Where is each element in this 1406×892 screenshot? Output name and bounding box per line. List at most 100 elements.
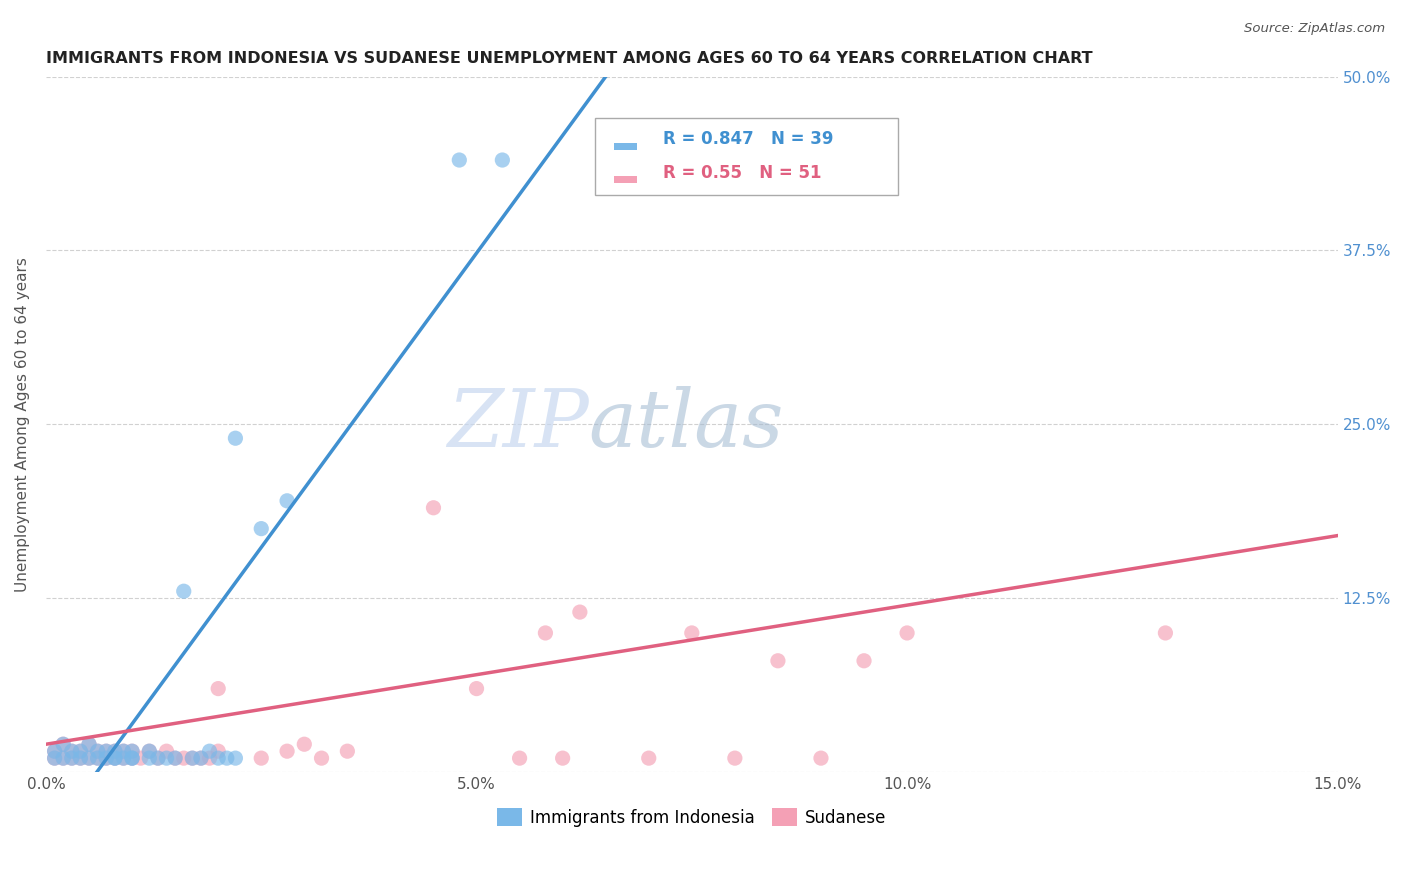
- Point: [138, 744, 160, 758]
- Point: [155, 744, 177, 758]
- Point: [422, 500, 444, 515]
- Point: [190, 751, 212, 765]
- Point: [198, 744, 221, 758]
- Point: [224, 431, 246, 445]
- Point: [449, 153, 471, 167]
- Point: [276, 744, 298, 758]
- Point: [52, 751, 75, 765]
- Point: [96, 751, 118, 765]
- Point: [121, 744, 143, 758]
- Point: [52, 751, 75, 765]
- Point: [96, 744, 118, 758]
- Point: [112, 751, 135, 765]
- Point: [44, 751, 66, 765]
- Point: [173, 751, 195, 765]
- Point: [181, 751, 204, 765]
- Point: [276, 493, 298, 508]
- Point: [86, 751, 108, 765]
- Point: [69, 751, 91, 765]
- Point: [637, 751, 659, 765]
- Point: [215, 751, 238, 765]
- Point: [44, 751, 66, 765]
- Point: [112, 744, 135, 758]
- Point: [853, 654, 876, 668]
- Point: [86, 744, 108, 758]
- Point: [52, 737, 75, 751]
- Point: [1154, 626, 1177, 640]
- Point: [138, 751, 160, 765]
- Point: [77, 751, 100, 765]
- Point: [44, 744, 66, 758]
- Point: [207, 744, 229, 758]
- Point: [190, 751, 212, 765]
- Text: R = 0.847   N = 39: R = 0.847 N = 39: [664, 130, 834, 148]
- Legend: Immigrants from Indonesia, Sudanese: Immigrants from Indonesia, Sudanese: [491, 802, 893, 833]
- Point: [568, 605, 591, 619]
- Point: [551, 751, 574, 765]
- Text: Source: ZipAtlas.com: Source: ZipAtlas.com: [1244, 22, 1385, 36]
- Point: [69, 751, 91, 765]
- Point: [121, 751, 143, 765]
- Point: [198, 751, 221, 765]
- Point: [181, 751, 204, 765]
- Point: [491, 153, 513, 167]
- Point: [766, 654, 789, 668]
- Point: [69, 744, 91, 758]
- Point: [146, 751, 169, 765]
- Point: [86, 744, 108, 758]
- Point: [465, 681, 488, 696]
- Point: [77, 737, 100, 751]
- Point: [69, 744, 91, 758]
- Point: [104, 744, 127, 758]
- Point: [207, 681, 229, 696]
- Point: [121, 751, 143, 765]
- Point: [311, 751, 333, 765]
- Point: [86, 751, 108, 765]
- Point: [224, 751, 246, 765]
- Point: [896, 626, 918, 640]
- Point: [165, 751, 187, 765]
- Point: [146, 751, 169, 765]
- Point: [336, 744, 359, 758]
- Point: [104, 751, 127, 765]
- Point: [121, 744, 143, 758]
- Point: [112, 751, 135, 765]
- Point: [138, 744, 160, 758]
- Point: [250, 522, 273, 536]
- Point: [534, 626, 557, 640]
- Point: [77, 751, 100, 765]
- Point: [96, 751, 118, 765]
- Point: [292, 737, 315, 751]
- FancyBboxPatch shape: [614, 176, 637, 183]
- FancyBboxPatch shape: [595, 119, 898, 194]
- Point: [207, 751, 229, 765]
- Point: [173, 584, 195, 599]
- Point: [810, 751, 832, 765]
- Text: atlas: atlas: [589, 385, 785, 463]
- Point: [77, 737, 100, 751]
- Point: [129, 751, 152, 765]
- FancyBboxPatch shape: [614, 143, 637, 150]
- Point: [104, 751, 127, 765]
- Text: IMMIGRANTS FROM INDONESIA VS SUDANESE UNEMPLOYMENT AMONG AGES 60 TO 64 YEARS COR: IMMIGRANTS FROM INDONESIA VS SUDANESE UN…: [46, 51, 1092, 66]
- Point: [60, 751, 83, 765]
- Point: [96, 744, 118, 758]
- Point: [52, 737, 75, 751]
- Point: [104, 744, 127, 758]
- Point: [60, 744, 83, 758]
- Point: [60, 744, 83, 758]
- Point: [681, 626, 703, 640]
- Point: [165, 751, 187, 765]
- Point: [112, 744, 135, 758]
- Point: [724, 751, 747, 765]
- Point: [104, 751, 127, 765]
- Text: ZIP: ZIP: [447, 385, 589, 463]
- Point: [121, 751, 143, 765]
- Point: [44, 744, 66, 758]
- Text: R = 0.55   N = 51: R = 0.55 N = 51: [664, 163, 823, 182]
- Point: [250, 751, 273, 765]
- Point: [60, 751, 83, 765]
- Point: [155, 751, 177, 765]
- Point: [509, 751, 531, 765]
- Y-axis label: Unemployment Among Ages 60 to 64 years: Unemployment Among Ages 60 to 64 years: [15, 257, 30, 591]
